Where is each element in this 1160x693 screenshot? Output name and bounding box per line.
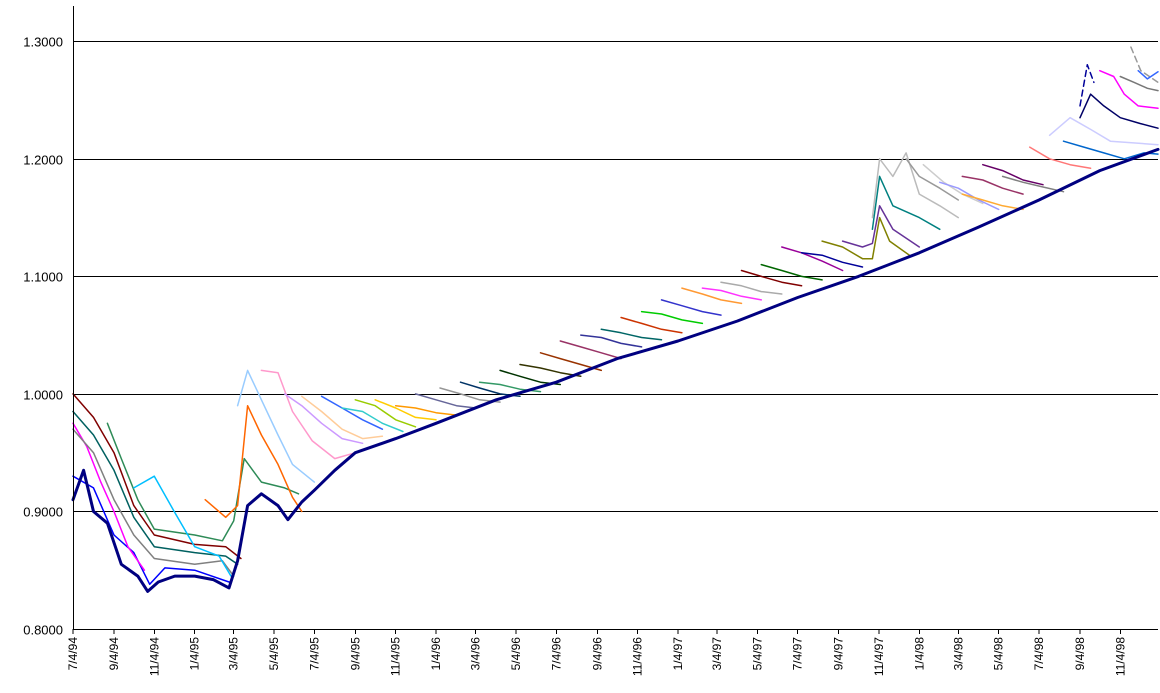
x-tick-label: 11/4/98 — [1113, 637, 1127, 676]
series-line-35 — [760, 263, 823, 281]
series-line-48 — [1001, 175, 1065, 193]
series-line-18 — [414, 393, 477, 409]
series-line-42 — [905, 158, 960, 201]
series-line-13 — [320, 395, 384, 430]
x-tick-label: 3/4/97 — [710, 637, 724, 671]
series-line-55 — [1119, 75, 1159, 92]
series-line-9 — [236, 369, 316, 483]
series-line-4 — [72, 410, 239, 566]
series-line-57 — [1137, 69, 1159, 80]
grid-layer — [73, 41, 1158, 512]
x-tick-label: 11/4/94 — [147, 637, 161, 676]
series-line-2 — [72, 422, 146, 571]
series-line-54 — [1099, 69, 1159, 110]
series-line-5 — [72, 393, 242, 560]
series-line-41 — [871, 152, 960, 219]
series-line-46 — [961, 175, 1024, 195]
series-line-49 — [1028, 146, 1092, 169]
series-line-3 — [72, 428, 235, 577]
series-layer — [71, 46, 1160, 593]
x-tick-label: 9/4/96 — [590, 637, 604, 671]
x-tick-label: 11/4/95 — [389, 637, 403, 676]
y-tick-label: 0.9000 — [23, 505, 63, 520]
series-line-7 — [133, 475, 232, 577]
x-tick-label: 5/4/96 — [509, 637, 523, 671]
series-line-15 — [354, 399, 417, 428]
series-line-26 — [580, 334, 643, 348]
x-tick-label: 7/4/98 — [1032, 637, 1046, 671]
x-tick-label: 9/4/95 — [348, 637, 362, 671]
series-line-40 — [871, 175, 941, 231]
y-tick-labels: 0.8000 0.9000 1.0000 1.1000 1.2000 1.3000 — [23, 35, 63, 638]
x-tick-label: 7/4/97 — [791, 637, 805, 671]
series-line-10 — [260, 369, 357, 460]
y-tick-label: 1.2000 — [23, 153, 63, 168]
series-line-47 — [982, 163, 1044, 186]
x-tick-labels: 7/4/94 9/4/94 11/4/94 1/4/95 3/4/95 5/4/95 7/4… — [66, 637, 1127, 676]
y-tick-label: 1.3000 — [23, 35, 63, 50]
x-tick-label: 9/4/97 — [832, 637, 846, 671]
series-line-16 — [374, 399, 437, 421]
series-line-36 — [781, 246, 844, 272]
series-line-44 — [939, 181, 1000, 211]
series-line-11 — [283, 393, 364, 445]
axis-layer — [72, 6, 1158, 634]
series-line-50 — [1048, 116, 1159, 146]
series-line-32 — [701, 287, 763, 301]
x-tick-label: 5/4/98 — [992, 637, 1006, 671]
x-tick-label: 1/4/98 — [912, 637, 926, 671]
series-line-17 — [394, 404, 458, 416]
series-line-45 — [961, 193, 1024, 211]
x-tick-label: 7/4/95 — [307, 637, 321, 671]
x-tick-label: 3/4/98 — [951, 637, 965, 671]
series-line-56 — [1130, 46, 1159, 84]
series-line-31 — [681, 287, 743, 305]
series-line-52 — [1079, 93, 1159, 129]
x-tick-label: 9/4/98 — [1073, 637, 1087, 671]
series-line-19 — [439, 387, 501, 403]
x-tick-label: 7/4/94 — [66, 637, 80, 671]
series-line-8 — [204, 404, 303, 519]
series-line-30 — [660, 299, 722, 316]
x-tick-label: 1/4/95 — [188, 637, 202, 671]
series-line-25 — [559, 340, 622, 360]
x-tick-label: 7/4/96 — [549, 637, 563, 671]
series-line-0 — [71, 147, 1160, 593]
x-tick-label: 9/4/94 — [107, 637, 121, 671]
series-line-33 — [720, 281, 783, 295]
series-line-39 — [841, 205, 921, 248]
series-line-34 — [740, 269, 803, 287]
series-line-1 — [72, 475, 230, 586]
y-tick-label: 0.8000 — [23, 623, 63, 638]
y-tick-label: 1.0000 — [23, 388, 63, 403]
series-line-43 — [922, 163, 984, 205]
series-line-28 — [620, 316, 683, 334]
series-line-38 — [821, 216, 911, 260]
x-tick-label: 1/4/97 — [671, 637, 685, 671]
y-tick-label: 1.1000 — [23, 270, 63, 285]
series-line-53 — [1079, 64, 1095, 107]
series-line-14 — [341, 407, 404, 433]
x-tick-label: 1/4/96 — [429, 637, 443, 671]
x-tick-label: 5/4/95 — [267, 637, 281, 671]
series-line-23 — [519, 363, 582, 378]
x-tick-label: 3/4/96 — [469, 637, 483, 671]
x-tick-label: 5/4/97 — [750, 637, 764, 671]
x-tick-label: 11/4/96 — [631, 637, 645, 676]
series-line-37 — [800, 252, 864, 268]
x-tick-label: 3/4/95 — [227, 637, 241, 671]
x-tick-label: 11/4/97 — [872, 637, 886, 676]
series-line-27 — [600, 328, 663, 341]
series-line-6 — [106, 422, 300, 542]
series-line-12 — [301, 395, 384, 440]
series-line-29 — [640, 310, 704, 325]
